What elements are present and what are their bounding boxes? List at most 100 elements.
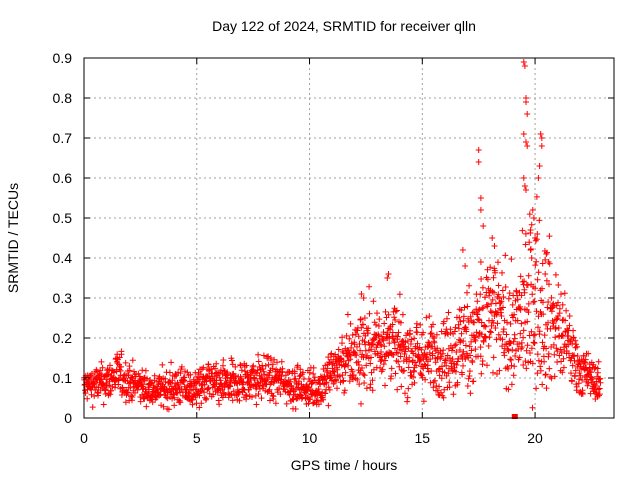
data-point xyxy=(129,357,136,364)
data-point xyxy=(466,368,473,375)
data-point xyxy=(243,396,250,403)
data-point xyxy=(559,369,566,376)
data-point xyxy=(583,364,590,371)
data-point xyxy=(534,351,541,358)
data-point xyxy=(573,341,580,348)
data-point xyxy=(375,332,382,339)
data-point xyxy=(501,352,508,359)
data-point xyxy=(554,348,561,355)
data-point xyxy=(508,357,515,363)
data-point xyxy=(516,341,522,347)
data-point xyxy=(450,391,457,398)
data-point xyxy=(407,330,414,337)
data-point xyxy=(482,294,488,301)
data-point xyxy=(500,304,506,311)
data-point xyxy=(484,276,491,283)
data-point xyxy=(527,227,534,233)
data-point xyxy=(445,370,452,377)
data-point xyxy=(530,332,537,339)
data-point xyxy=(498,313,505,319)
data-point xyxy=(196,404,203,411)
data-point xyxy=(343,332,350,339)
data-point xyxy=(398,383,405,390)
data-point xyxy=(539,381,546,388)
data-point xyxy=(152,393,159,400)
data-point xyxy=(439,363,445,370)
data-point xyxy=(462,342,469,349)
data-point xyxy=(427,379,434,386)
data-point xyxy=(355,358,362,365)
data-point xyxy=(353,352,360,359)
data-point xyxy=(499,336,506,343)
data-point xyxy=(542,371,549,378)
data-point xyxy=(100,381,107,388)
data-point xyxy=(388,365,395,372)
data-point xyxy=(430,384,437,391)
data-point xyxy=(363,362,370,369)
data-point xyxy=(326,386,333,393)
data-point xyxy=(528,328,535,335)
data-point xyxy=(432,359,439,366)
data-point xyxy=(276,385,283,392)
data-point xyxy=(524,342,531,349)
data-point xyxy=(401,343,408,350)
data-point xyxy=(445,331,451,338)
data-point xyxy=(287,378,294,385)
data-point xyxy=(541,332,548,339)
data-point xyxy=(467,313,474,320)
data-point xyxy=(143,403,150,410)
data-point xyxy=(431,377,438,384)
data-point xyxy=(412,359,418,366)
data-point xyxy=(255,358,262,365)
data-point xyxy=(475,307,482,314)
data-point xyxy=(542,256,549,263)
data-point xyxy=(160,403,167,410)
data-point xyxy=(220,362,226,369)
data-point xyxy=(459,247,466,253)
data-point xyxy=(97,376,104,383)
data-point xyxy=(392,345,398,352)
data-point xyxy=(396,291,403,298)
data-point xyxy=(377,358,384,365)
data-point xyxy=(198,382,205,389)
data-point xyxy=(462,263,469,269)
data-point xyxy=(485,301,491,308)
data-point xyxy=(545,350,552,357)
data-point xyxy=(328,350,335,357)
data-point xyxy=(535,175,542,181)
data-point xyxy=(525,300,532,307)
data-point xyxy=(514,317,521,324)
data-point xyxy=(434,387,441,394)
data-point xyxy=(334,366,341,373)
data-point xyxy=(229,357,235,364)
data-point xyxy=(477,259,484,265)
data-point xyxy=(401,367,408,374)
axis-ticks: 0 0.1 0.2 0.3 0.4 0.5 0.6 0.7 0.8 0.9 0 5 10 15 20 xyxy=(53,50,614,446)
data-point xyxy=(478,319,485,326)
data-point xyxy=(465,375,472,382)
data-point xyxy=(499,269,505,276)
data-point xyxy=(484,266,491,273)
data-point xyxy=(320,366,327,372)
data-point xyxy=(292,375,299,382)
data-point xyxy=(402,390,408,397)
data-point xyxy=(88,391,95,398)
data-point xyxy=(410,374,417,380)
data-point xyxy=(523,187,529,193)
data-point xyxy=(306,369,313,376)
data-point xyxy=(522,358,529,365)
data-point xyxy=(232,363,239,370)
data-point xyxy=(595,358,602,365)
data-point xyxy=(499,287,506,294)
data-point xyxy=(571,352,578,359)
data-point xyxy=(396,363,403,370)
data-point xyxy=(507,339,514,346)
data-point xyxy=(533,193,540,200)
data-point xyxy=(511,363,518,370)
data-point xyxy=(582,356,589,363)
data-point xyxy=(476,306,483,313)
data-point xyxy=(116,354,123,361)
data-point xyxy=(418,371,425,378)
data-point xyxy=(441,369,448,376)
data-point xyxy=(509,301,516,308)
